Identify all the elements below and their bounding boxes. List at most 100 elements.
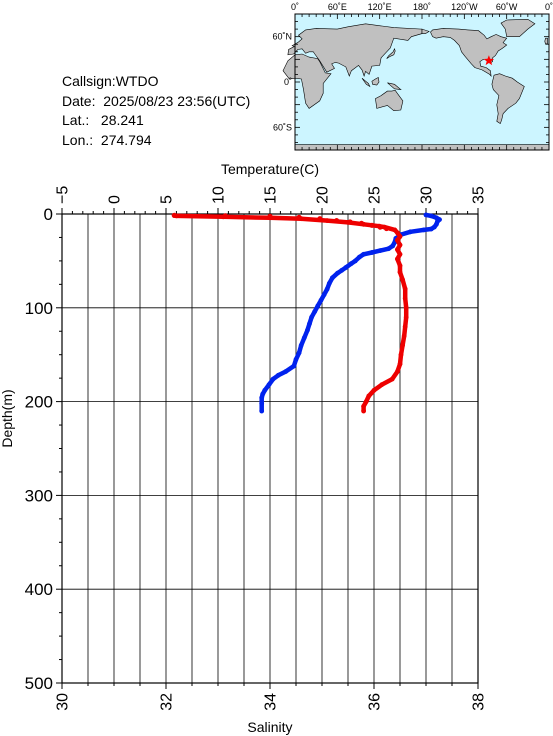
land-polygon — [375, 89, 404, 112]
series-point — [398, 352, 404, 358]
series-point — [296, 350, 302, 356]
left-axis-tick-label: 500 — [25, 674, 53, 693]
series-point — [397, 361, 403, 367]
top-axis-tick-label: 5 — [159, 195, 176, 204]
bottom-axis-tick-label: 34 — [263, 693, 280, 711]
series-point — [343, 265, 349, 270]
date-value: 2025/08/23 23:56(UTC) — [103, 92, 251, 109]
left-axis-label: Depth(m) — [0, 389, 15, 447]
series-point — [397, 251, 403, 257]
callsign-row: Callsign:WTDO — [62, 72, 250, 92]
top-axis-tick-label: 30 — [419, 186, 436, 204]
map-lat-tick-label: 60˚S — [273, 122, 292, 132]
land-polygon — [386, 47, 396, 59]
series-point — [403, 305, 409, 311]
map-lon-tick-label: 60˚W — [496, 2, 518, 12]
station-info: Callsign:WTDO Date: 2025/08/23 23:56(UTC… — [62, 72, 250, 150]
series-point — [318, 297, 324, 303]
series-point — [305, 327, 310, 333]
land-polygon — [500, 18, 536, 37]
bottom-axis-tick-label: 32 — [159, 693, 176, 711]
series-point — [403, 314, 409, 320]
series-point — [400, 277, 405, 283]
series-point — [171, 212, 177, 218]
series-point — [326, 281, 332, 286]
series-point — [361, 251, 366, 257]
series-point — [401, 333, 407, 339]
series-point — [361, 403, 366, 409]
series-point — [260, 391, 266, 397]
series-point — [397, 242, 403, 248]
left-axis-tick-label: 400 — [25, 580, 53, 599]
series-point — [298, 342, 304, 348]
series-point — [259, 395, 265, 401]
left-axis-tick-label: 0 — [44, 205, 53, 224]
series-point — [371, 387, 377, 393]
series-point — [366, 393, 372, 399]
map-lat-tick-label: 0˚ — [284, 77, 292, 87]
series-point — [397, 234, 403, 239]
series-point — [321, 292, 327, 298]
series-point — [307, 321, 312, 327]
series-point — [348, 261, 354, 267]
top-axis-tick-label: 20 — [315, 186, 332, 204]
series-point — [402, 286, 408, 292]
series-point — [275, 372, 281, 378]
series-point — [423, 212, 429, 218]
series-point — [397, 269, 403, 275]
bottom-axis-label: Salinity — [247, 719, 292, 735]
series-point — [347, 219, 353, 225]
series-point — [395, 230, 400, 236]
series-point — [352, 258, 358, 264]
top-axis-tick-label: 0 — [107, 195, 124, 204]
map-lon-tick-label: 120˚E — [368, 2, 392, 12]
series-point — [296, 214, 302, 220]
series-point — [266, 382, 272, 388]
series-point — [259, 401, 265, 406]
series-point — [389, 376, 395, 382]
bottom-axis-tick-label: 30 — [55, 693, 72, 711]
top-axis-tick-label: 25 — [367, 186, 384, 204]
series-point — [317, 216, 323, 222]
station-marker-icon — [483, 55, 495, 66]
land-polygon — [544, 37, 548, 45]
left-axis-tick-label: 200 — [25, 393, 53, 412]
callsign-label: Callsign: — [62, 73, 116, 89]
date-label: Date: — [62, 92, 96, 109]
land-polygon — [491, 73, 525, 125]
series-point — [267, 213, 273, 219]
series-point — [369, 250, 375, 255]
map-lon-tick-label: 60˚E — [328, 2, 347, 12]
series-point — [400, 342, 405, 348]
map-lat-tick-label: 60˚N — [272, 32, 292, 42]
lon-label: Lon.: — [62, 131, 94, 148]
map-lon-tick-label: 0˚ — [545, 2, 553, 12]
lon-row: Lon.: 274.794 — [62, 131, 250, 151]
top-axis-tick-label: −5 — [55, 186, 72, 204]
series-point — [357, 254, 362, 260]
series-point — [293, 357, 299, 362]
land-polygon — [371, 77, 380, 86]
series-point — [330, 275, 335, 281]
land-polygon — [287, 23, 423, 77]
left-axis-tick-label: 300 — [25, 486, 53, 505]
series-point — [283, 369, 288, 374]
series-point — [428, 226, 434, 232]
series-point — [358, 220, 365, 226]
lon-value: 274.794 — [100, 131, 152, 148]
left-axis-tick-label: 100 — [25, 299, 53, 318]
series-point — [395, 256, 400, 262]
series-point — [270, 376, 276, 382]
bottom-axis-tick-label: 36 — [367, 693, 384, 711]
series-point — [259, 408, 265, 414]
series-point — [395, 369, 400, 374]
series-point — [363, 399, 369, 404]
series-point — [309, 314, 314, 320]
land-polygon — [361, 77, 371, 88]
map-lon-tick-label: 120˚W — [451, 2, 478, 12]
series-point — [312, 309, 318, 314]
series-point — [377, 248, 383, 254]
series-point — [390, 243, 396, 249]
